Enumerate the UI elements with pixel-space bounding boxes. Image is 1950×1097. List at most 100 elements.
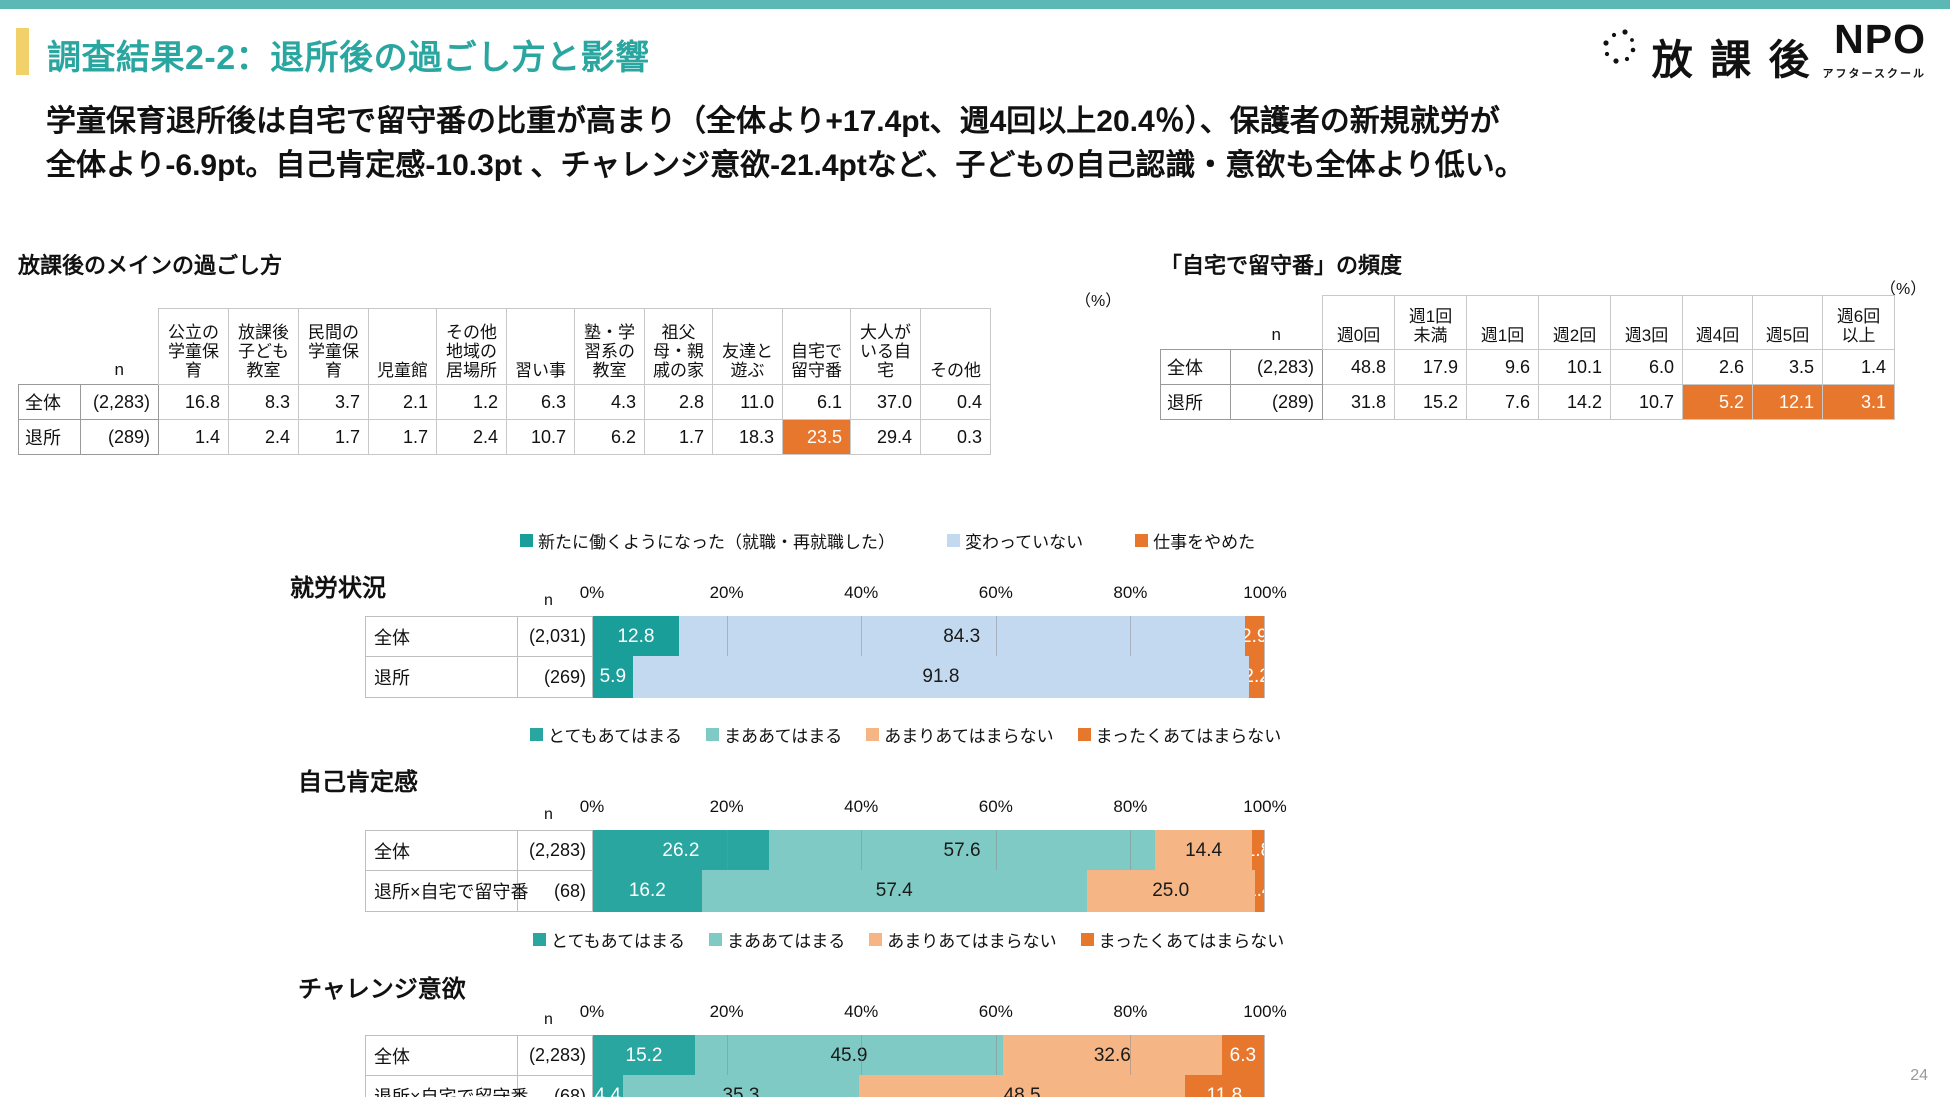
legend-item[interactable]: とてもあてはまる: [530, 722, 682, 747]
table-cell-highlighted: 3.1: [1822, 384, 1895, 420]
table-cell: 2.4: [436, 419, 507, 455]
legend-swatch-icon: [869, 933, 883, 946]
bar-value-label: 14.4: [1185, 839, 1223, 861]
stacked-bar-segment[interactable]: 11.8: [1184, 1075, 1264, 1097]
legend-item[interactable]: まああてはまる: [708, 927, 845, 952]
table-cell: 1.4: [1822, 349, 1895, 385]
stacked-bar-segment[interactable]: 84.3: [678, 615, 1245, 658]
stacked-bar-segment[interactable]: 14.4: [1155, 829, 1252, 872]
bar-value-label: 5.9: [599, 666, 627, 687]
stacked-bar-segment[interactable]: 1.4: [1254, 870, 1264, 912]
table-cell: 2.8: [644, 384, 713, 420]
table-cell: 1.4: [158, 419, 229, 455]
table-row: 全体 (2,283) 48.8 17.9 9.6 10.1 6.0 2.6 3.5 1.4: [1160, 349, 1895, 385]
chart-row-n: (68): [518, 871, 593, 911]
axis-tick-label: 0%: [579, 1002, 605, 1021]
chart-legend: とてもあてはまる まああてはまる あまりあてはまらない まったくあてはまらない: [530, 722, 1281, 747]
legend-item[interactable]: まったくあてはまらない: [1077, 722, 1281, 747]
table-col-header: 自宅で 留守番: [782, 308, 851, 385]
table-n-header: n: [1271, 325, 1281, 344]
stacked-bar-segment[interactable]: 91.8: [632, 656, 1250, 698]
axis-tick-label: 60%: [978, 797, 1013, 816]
table-cell: 10.1: [1538, 349, 1611, 385]
stacked-bar-segment[interactable]: 57.4: [701, 870, 1087, 912]
bar-value-label: 1.8: [1252, 839, 1264, 861]
stacked-bar-segment[interactable]: 32.6: [1002, 1034, 1222, 1077]
legend-label: 変わっていない: [965, 533, 1084, 552]
stacked-bar-segment[interactable]: 4.4: [593, 1075, 623, 1097]
table-cell: 1.2: [436, 384, 507, 420]
legend-item[interactable]: あまりあてはまらない: [869, 927, 1057, 952]
stacked-bar-segment[interactable]: 1.8: [1251, 829, 1264, 872]
legend-item[interactable]: 変わっていない: [947, 528, 1083, 553]
axis-tick-label: 40%: [844, 1002, 879, 1021]
frequency-table-heading: 「自宅で留守番」の頻度: [1160, 253, 1403, 278]
afterschool-table-heading: 放課後のメインの過ごし方: [18, 253, 283, 278]
chart-legend: とてもあてはまる まああてはまる あまりあてはまらない まったくあてはまらない: [533, 927, 1284, 952]
stacked-bar-segment[interactable]: 48.5: [859, 1075, 1185, 1097]
legend-item[interactable]: 仕事をやめた: [1135, 528, 1255, 553]
stacked-bar: 5.9 91.8 2.2: [593, 656, 1264, 698]
chart-rows: 全体 (2,283) 15.2 45.9 32.6 6.3 退所×自宅で留守番 (68) 4.4…: [365, 1034, 1265, 1097]
chart-gridline: [1129, 615, 1131, 658]
stacked-bar-segment[interactable]: 35.3: [622, 1075, 860, 1097]
table-cell: 4.3: [574, 384, 645, 420]
table-col-header: その他 地域の 居場所: [436, 308, 507, 385]
page-number: 24: [1910, 1067, 1928, 1084]
table-cell: 0.3: [920, 419, 991, 455]
stacked-bar-segment[interactable]: 6.3: [1221, 1034, 1264, 1077]
table-cell: 10.7: [506, 419, 575, 455]
stacked-bar-segment[interactable]: 16.2: [593, 870, 702, 912]
axis-tick-label: 40%: [844, 797, 879, 816]
legend-item[interactable]: まああてはまる: [705, 722, 842, 747]
chart-row-n: (2,031): [518, 617, 593, 656]
table-cell: 1.7: [644, 419, 713, 455]
chart-bar-cell: 15.2 45.9 32.6 6.3: [593, 1034, 1264, 1077]
table-col-header: 週3回: [1610, 295, 1683, 350]
brand-logo: 放 課 後 NPO アフタースクール: [1590, 15, 1926, 80]
bar-value-label: 48.5: [1003, 1085, 1041, 1097]
chart-rows: 全体(2,283)26.257.614.41.8退所×自宅で留守番(68)16.…: [365, 829, 1265, 912]
logo-npo-text: NPO: [1834, 15, 1926, 62]
stacked-bar-segment[interactable]: 2.9: [1244, 615, 1264, 658]
table-row-n: (289): [80, 419, 159, 455]
table-col-header: 週6回 以上: [1822, 295, 1895, 350]
bar-value-label: 6.3: [1229, 1044, 1257, 1066]
chart-gridline: [861, 615, 863, 658]
stacked-bar-segment[interactable]: 5.9: [593, 656, 633, 698]
chart-row: 全体 (2,283) 15.2 45.9 32.6 6.3: [366, 1034, 1264, 1077]
legend-swatch-icon: [530, 728, 543, 741]
table-cell: 15.2: [1394, 384, 1467, 420]
chart-row-n: (2,283): [518, 1036, 593, 1075]
stacked-bar-segment[interactable]: 45.9: [694, 1034, 1003, 1077]
axis-tick-label: 0%: [579, 583, 605, 602]
logo-subtitle: アフタースクール: [1822, 67, 1926, 80]
stacked-bar-segment[interactable]: 15.2: [593, 1034, 695, 1077]
table-cell: 6.1: [782, 384, 851, 420]
stacked-bar-segment[interactable]: 26.2: [593, 829, 769, 872]
bar-value-label: 84.3: [943, 625, 981, 647]
stacked-bar-segment[interactable]: 25.0: [1086, 870, 1255, 912]
legend-item[interactable]: 新たに働くようになった（就職・再就職した）: [520, 528, 895, 553]
bar-value-label: 16.2: [628, 880, 666, 901]
chart-row-label: 退所×自宅で留守番: [366, 871, 529, 911]
table-row: 退所 (289) 1.4 2.4 1.7 1.7 2.4 10.7 6.2 1.7 18.3 23.5…: [18, 419, 991, 455]
bar-value-label: 26.2: [662, 839, 700, 861]
stacked-bar-segment[interactable]: 12.8: [593, 615, 679, 658]
chart-gridline: [995, 615, 997, 658]
stacked-bar: 15.2 45.9 32.6 6.3: [593, 1034, 1264, 1077]
bar-value-label: 25.0: [1152, 880, 1190, 901]
table-row-n: (289): [1230, 384, 1323, 420]
axis-tick-label: 40%: [844, 583, 879, 602]
legend-item[interactable]: あまりあてはまらない: [866, 722, 1054, 747]
table-cell: 8.3: [228, 384, 299, 420]
legend-item[interactable]: まったくあてはまらない: [1080, 927, 1284, 952]
stacked-bar-segment[interactable]: 57.6: [768, 829, 1156, 872]
top-accent-bar: [0, 0, 1950, 9]
afterschool-table: n 公立の 学童保育放課後 子ども 教室 民間の 学童保育児童館 その他 地域の 居場所 習い事 塾・…: [18, 308, 991, 455]
axis-tick-label: 80%: [1113, 1002, 1148, 1021]
legend-item[interactable]: とてもあてはまる: [533, 927, 685, 952]
stacked-bar-segment[interactable]: 2.2: [1249, 656, 1264, 698]
chart-row-n: (68): [518, 1076, 593, 1097]
bar-value-label: 57.4: [875, 880, 913, 901]
